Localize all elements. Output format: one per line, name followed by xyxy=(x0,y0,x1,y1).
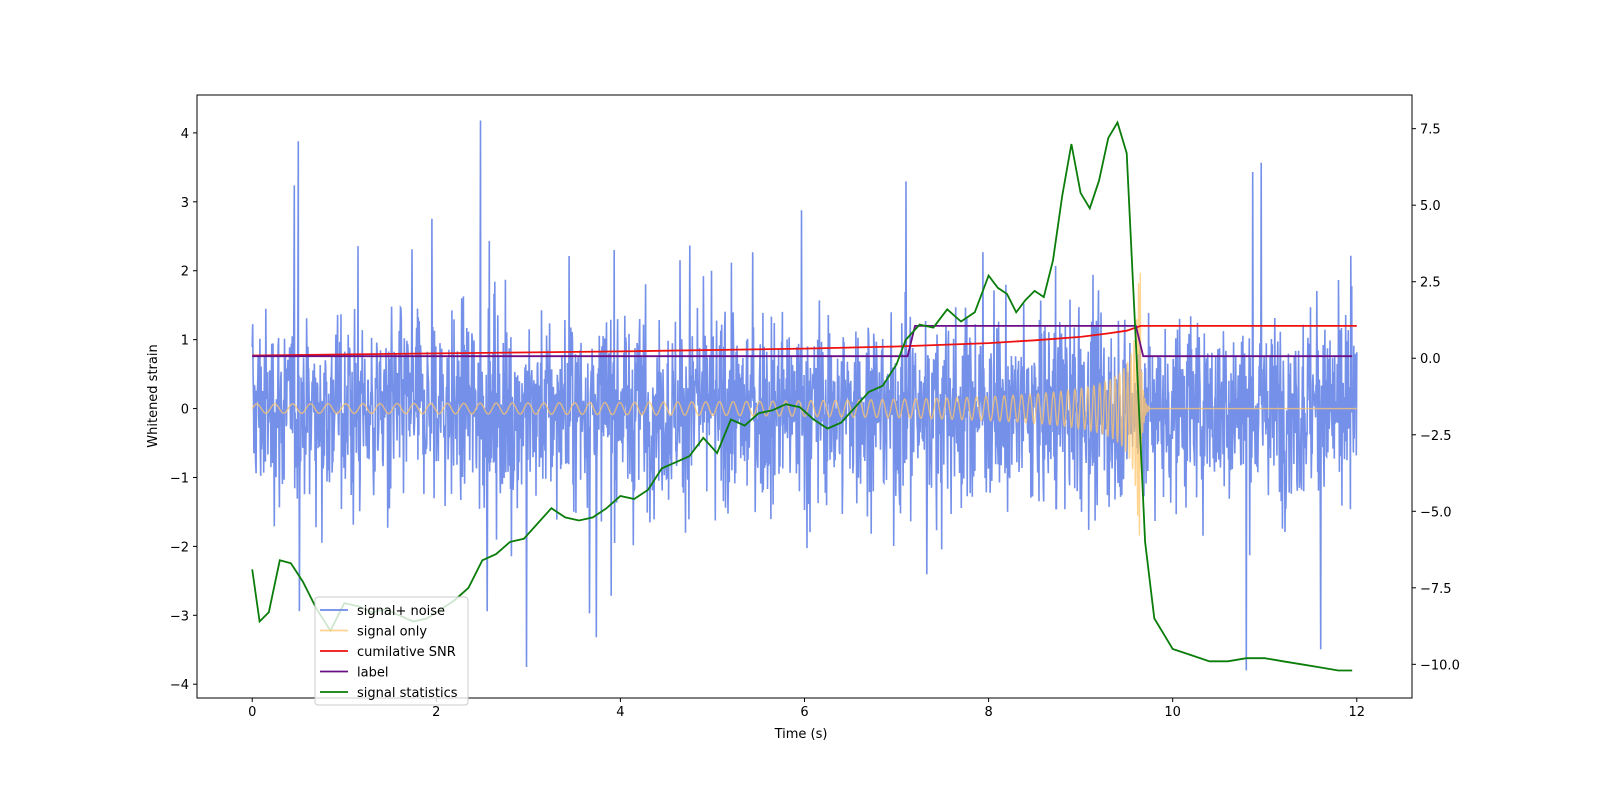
series-layer xyxy=(251,120,1358,672)
y-left-tick-label: 1 xyxy=(181,334,189,349)
series-signal-noise-line xyxy=(251,120,1358,671)
legend-label: cumilative SNR xyxy=(357,645,456,660)
y-right-tick-label: 7.5 xyxy=(1420,123,1441,138)
x-tick-label: 8 xyxy=(984,705,992,720)
series-signal-only-line xyxy=(251,272,1357,536)
legend-label: signal+ noise xyxy=(357,604,445,619)
x-tick-label: 4 xyxy=(616,705,624,720)
y-right-tick-label: 2.5 xyxy=(1420,276,1441,291)
x-tick-label: 0 xyxy=(248,705,256,720)
y-right-tick-label: −10.0 xyxy=(1420,658,1460,673)
y-right-axis-ticks: −10.0 −7.5 −5.0 −2.5 0.0 2.5 5.0 7.5 xyxy=(1412,123,1460,673)
x-tick-label: 2 xyxy=(432,705,440,720)
y-left-tick-label: −1 xyxy=(170,471,189,486)
y-left-tick-label: −4 xyxy=(170,678,189,693)
y-right-tick-label: −5.0 xyxy=(1420,505,1452,520)
legend-frame xyxy=(314,596,469,706)
x-tick-label: 6 xyxy=(800,705,808,720)
y-left-tick-label: 0 xyxy=(181,403,189,418)
y-left-tick-label: 4 xyxy=(181,127,189,142)
y-right-tick-label: 0.0 xyxy=(1420,352,1441,367)
series-cumilative-snr-line xyxy=(252,324,1357,357)
y-right-tick-label: 5.0 xyxy=(1420,199,1441,214)
legend-label: signal statistics xyxy=(357,686,458,701)
y-left-tick-label: −2 xyxy=(170,540,189,555)
legend-label: signal only xyxy=(357,625,427,640)
x-axis-label: Time (s) xyxy=(774,727,828,742)
y-left-tick-label: 3 xyxy=(181,196,189,211)
y-left-tick-label: −3 xyxy=(170,609,189,624)
y-right-tick-label: −7.5 xyxy=(1420,582,1452,597)
y-left-axis-ticks: −4 −3 −2 −1 0 1 2 3 4 xyxy=(170,127,197,693)
x-tick-label: 10 xyxy=(1164,705,1181,720)
y-axis-label-left: Whitened strain xyxy=(146,344,161,447)
x-tick-label: 12 xyxy=(1348,705,1365,720)
series-label-line xyxy=(252,324,1353,358)
y-left-tick-label: 2 xyxy=(181,265,189,280)
y-right-tick-label: −2.5 xyxy=(1420,429,1452,444)
legend: signal+ noise signal only cumilative SNR la… xyxy=(314,596,469,706)
legend-label: label xyxy=(357,666,388,681)
